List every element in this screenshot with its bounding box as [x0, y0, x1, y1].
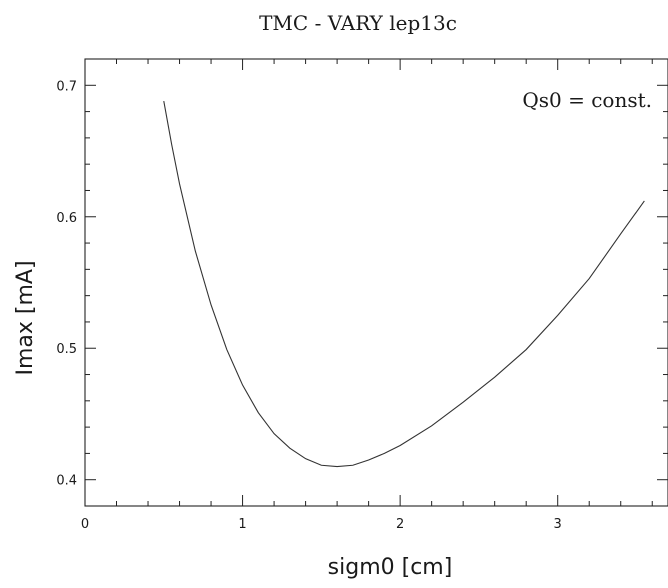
y-axis-title: Imax [mA]: [13, 260, 38, 375]
y-tick-label: 0.4: [56, 474, 77, 489]
chart-title: TMC - VARY lep13c: [259, 11, 457, 35]
x-tick-label: 2: [396, 517, 404, 532]
y-tick-label: 0.6: [56, 211, 77, 226]
plot-frame: [84, 58, 668, 507]
x-tick-label: 3: [554, 517, 562, 532]
x-axis-title: sigm0 [cm]: [328, 555, 453, 580]
x-tick-label: 1: [238, 517, 246, 532]
y-tick-label: 0.5: [56, 342, 77, 357]
series-line: [163, 100, 645, 468]
x-tick-label: 0: [81, 517, 89, 532]
axis-ticks: [84, 58, 668, 507]
annotation-text: Qs0 = const.: [522, 88, 652, 112]
axis-tick-labels: 0 1 2 3 0.4 0.5 0.6 0.7: [56, 79, 562, 532]
y-tick-label: 0.7: [56, 79, 77, 94]
